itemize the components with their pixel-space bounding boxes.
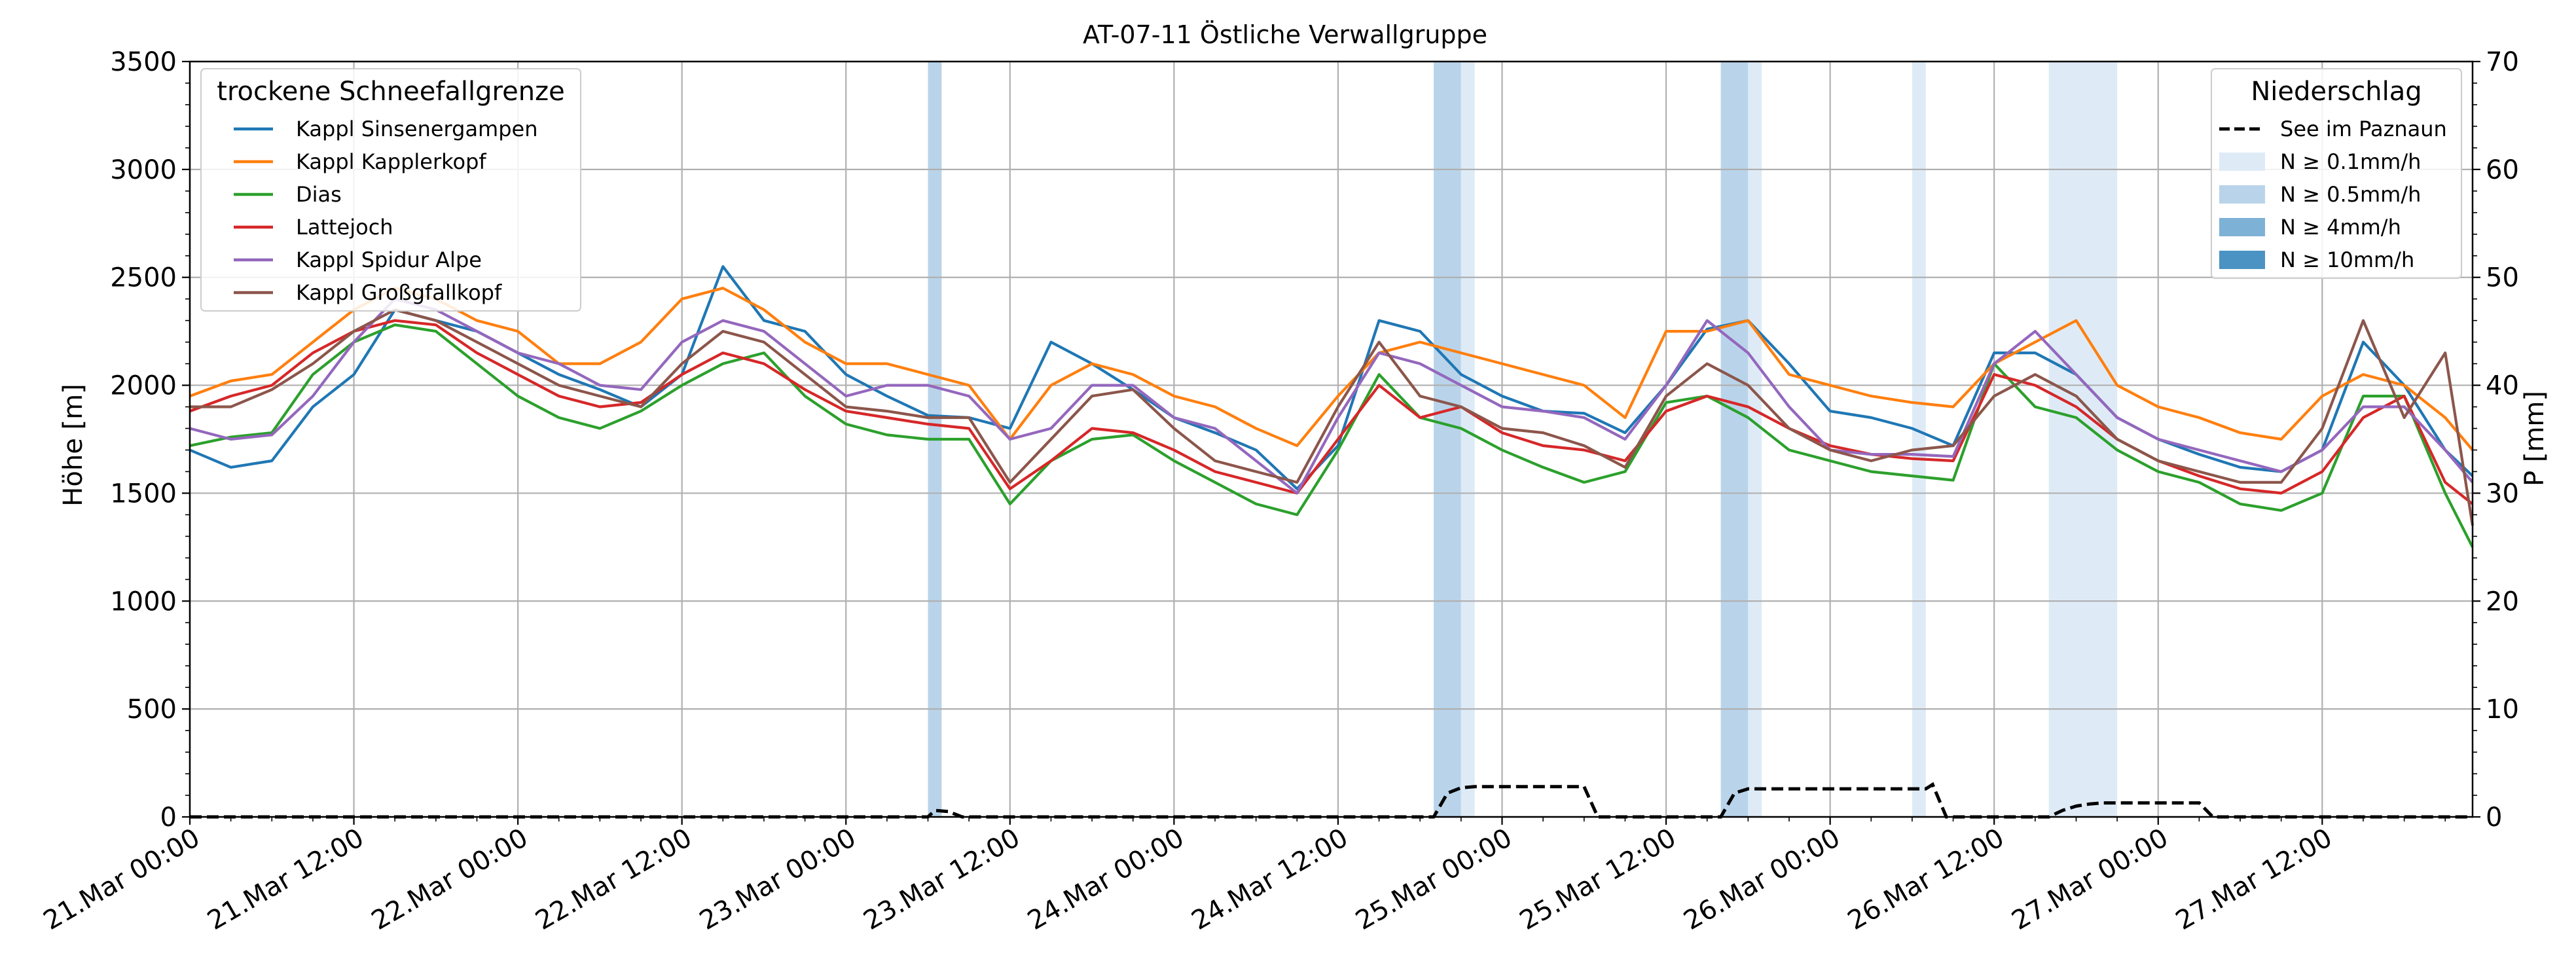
x-tick-label: 23.Mar 00:00 bbox=[695, 823, 861, 936]
precip-band bbox=[1748, 62, 1762, 817]
y-axis-label: Höhe [m] bbox=[58, 384, 88, 506]
x-tick-label: 27.Mar 00:00 bbox=[2006, 823, 2173, 936]
plot-frame bbox=[189, 60, 2474, 818]
y2-axis-label: P [mm] bbox=[2520, 391, 2550, 486]
precip-line bbox=[190, 782, 2473, 819]
legend-precip-line-label: See im Paznaun bbox=[2280, 117, 2447, 141]
chart-title: AT-07-11 Östliche Verwallgruppe bbox=[1083, 20, 1487, 49]
y-tick-label: 0 bbox=[160, 803, 177, 833]
legend-intensity-label: N ≥ 0.1mm/h bbox=[2280, 149, 2421, 174]
x-tick-label: 25.Mar 00:00 bbox=[1351, 823, 1517, 936]
series-line bbox=[189, 323, 2474, 548]
x-tick-label: 23.Mar 12:00 bbox=[859, 823, 1025, 936]
precip-band bbox=[1912, 62, 1926, 817]
x-tick-label: 21.Mar 12:00 bbox=[202, 823, 369, 936]
legend-snowline: trockene Schneefallgrenze Kappl Sinsenerg… bbox=[200, 68, 581, 312]
x-tick-label: 26.Mar 00:00 bbox=[1678, 823, 1845, 936]
y-tick-label: 500 bbox=[127, 694, 177, 725]
x-tick-label: 26.Mar 12:00 bbox=[1843, 823, 2009, 936]
legend-entry-label: Kappl Kapplerkopf bbox=[296, 149, 486, 174]
series-line bbox=[189, 287, 2474, 451]
series-line bbox=[190, 308, 2475, 526]
legend-intensity-swatch bbox=[2219, 251, 2265, 269]
y2-tick-label: 30 bbox=[2486, 478, 2519, 509]
y2-tick-label: 70 bbox=[2486, 47, 2519, 77]
precip-band bbox=[1460, 62, 1475, 817]
y2-tick-label: 0 bbox=[2486, 803, 2502, 833]
y-tick-label: 3500 bbox=[110, 47, 177, 77]
series-line bbox=[189, 297, 2474, 495]
legend-snowline-title: trockene Schneefallgrenze bbox=[217, 77, 564, 107]
legend-entry-label: Kappl Großgfallkopf bbox=[296, 280, 502, 305]
legend-intensity-swatch bbox=[2219, 218, 2265, 236]
legend-intensity-label: N ≥ 4mm/h bbox=[2280, 215, 2401, 240]
y2-tick-label: 20 bbox=[2486, 586, 2519, 617]
legend-snowline-box bbox=[200, 68, 581, 312]
x-tick-label: 22.Mar 12:00 bbox=[530, 823, 697, 936]
x-tick-label: 22.Mar 00:00 bbox=[367, 823, 533, 936]
legend-intensity-label: N ≥ 0.5mm/h bbox=[2280, 182, 2421, 207]
legend-precip-title: Niederschlag bbox=[2251, 77, 2422, 107]
legend-entry-label: Dias bbox=[296, 182, 342, 207]
legend-entry-label: Kappl Spidur Alpe bbox=[296, 247, 482, 272]
y-tick-label: 3000 bbox=[110, 155, 177, 185]
legend-entry-label: Kappl Sinsenergampen bbox=[296, 117, 538, 141]
legend-entry-label: Lattejoch bbox=[296, 215, 393, 240]
legend-precip: Niederschlag See im Paznaun N ≥ 0.1mm/h N ≥… bbox=[2211, 68, 2462, 279]
precip-band bbox=[1434, 62, 1461, 817]
x-tick-label: 24.Mar 00:00 bbox=[1023, 823, 1189, 936]
y-tick-label: 1500 bbox=[110, 478, 177, 509]
y2-tick-label: 50 bbox=[2486, 263, 2519, 293]
x-tick-label: 25.Mar 12:00 bbox=[1515, 823, 1681, 936]
legend-intensity-label: N ≥ 10mm/h bbox=[2280, 247, 2414, 272]
y2-tick-label: 40 bbox=[2486, 371, 2519, 401]
legend-intensity-swatch bbox=[2219, 153, 2265, 171]
y-tick-label: 1000 bbox=[110, 586, 177, 617]
precip-bands-layer bbox=[928, 62, 2118, 817]
precip-band bbox=[2048, 62, 2118, 817]
y2-tick-label: 10 bbox=[2486, 694, 2519, 725]
x-tick-label: 21.Mar 00:00 bbox=[39, 823, 205, 936]
x-tick-label: 27.Mar 12:00 bbox=[2171, 823, 2337, 936]
y-tick-label: 2000 bbox=[110, 371, 177, 401]
y2-tick-label: 60 bbox=[2486, 155, 2519, 185]
series-line bbox=[189, 319, 2474, 505]
legend-intensity-swatch bbox=[2219, 185, 2265, 204]
y-tick-label: 2500 bbox=[110, 263, 177, 293]
legend-precip-box bbox=[2211, 68, 2462, 279]
precip-band bbox=[1720, 62, 1749, 817]
x-tick-label: 24.Mar 12:00 bbox=[1187, 823, 1353, 936]
series-layer bbox=[189, 265, 2475, 819]
